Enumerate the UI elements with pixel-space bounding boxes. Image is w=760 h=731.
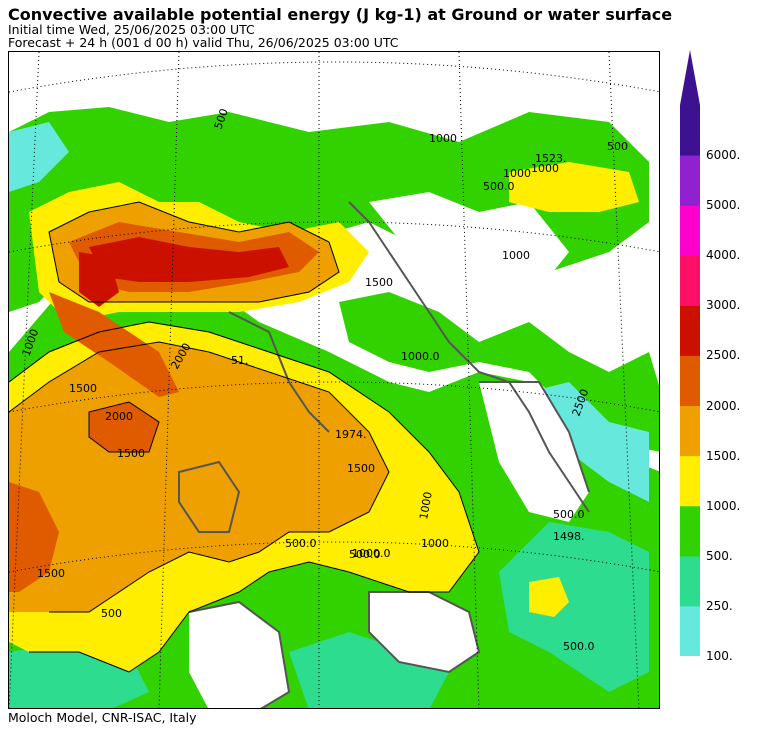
contour-label: 1500 <box>347 462 375 475</box>
contour-label: 1000 <box>421 537 449 550</box>
contours <box>9 201 480 673</box>
graticule <box>9 52 659 708</box>
land-southwest-white <box>189 602 289 708</box>
contour-label: 500 <box>607 140 628 153</box>
colorbar-label: 3000. <box>706 298 741 313</box>
contour-label: 1500 <box>117 447 145 460</box>
colorbar-canvas <box>680 50 700 657</box>
model-credit: Moloch Model, CNR-ISAC, Italy <box>8 710 197 725</box>
land-south-white <box>369 592 479 672</box>
colorbar-label: 1000. <box>706 498 741 513</box>
contour-label: 1000 <box>503 167 531 180</box>
field-red-north <box>89 237 289 282</box>
land-balkan-white <box>369 192 569 322</box>
field-cyan-northwest <box>9 122 69 192</box>
colorbar-swatch <box>680 455 700 507</box>
colorbar-swatch <box>680 555 700 607</box>
contour-label: 1498. <box>553 530 585 543</box>
contour-label: 1500 <box>69 382 97 395</box>
field-yellow-northeast <box>509 162 639 212</box>
field-teal-south-center <box>289 632 449 708</box>
contour-label: 500.0 <box>349 548 381 561</box>
colorbar-label: 4000. <box>706 248 741 263</box>
colorbar-label: 1500. <box>706 448 741 463</box>
contour-label: 1000 <box>417 491 435 521</box>
map-canvas: 1000 1500 2000 1500 1500 500 500.0 1974.… <box>9 52 659 708</box>
colorbar <box>680 50 700 657</box>
field-darkorange-streak <box>49 292 179 397</box>
colorbar-swatch <box>680 505 700 557</box>
contour-label: 1000 <box>429 132 457 145</box>
contour-label: 500.0 <box>553 508 585 521</box>
colorbar-swatch <box>680 155 700 206</box>
field-darkorange-west <box>9 482 59 592</box>
field-darkorange-center <box>89 402 159 452</box>
forecast-line: Forecast + 24 h (001 d 00 h) valid Thu, … <box>8 35 399 50</box>
contour-label: 500.0 <box>483 180 515 193</box>
contour-label: 500.0 <box>285 537 317 550</box>
contour-label: 2000 <box>105 410 133 423</box>
contour-label: 1500 <box>365 276 393 289</box>
contour-label: 1000.0 <box>401 350 440 363</box>
contour-label: 500.0 <box>563 640 595 653</box>
colorbar-swatch <box>680 205 700 256</box>
contour-label: 1000 <box>502 249 530 262</box>
colorbar-swatch <box>680 305 700 356</box>
contour-label: 51. <box>231 354 249 367</box>
initial-time-line: Initial time Wed, 25/06/2025 03:00 UTC <box>8 22 255 37</box>
colorbar-label: 5000. <box>706 198 741 213</box>
field-cyan-east-strip <box>529 382 649 502</box>
colorbar-arrow <box>680 50 700 105</box>
colorbar-swatch <box>680 605 700 657</box>
contour-label: 1974. <box>335 428 367 441</box>
contour-label: 1500 <box>37 567 65 580</box>
cape-map: 1000 1500 2000 1500 1500 500 500.0 1974.… <box>8 51 660 709</box>
contour-label: 1000.0 <box>352 547 391 560</box>
colorbar-label: 2000. <box>706 398 741 413</box>
colorbar-swatch <box>680 405 700 457</box>
land-east-white <box>479 382 589 522</box>
colorbar-swatch <box>680 255 700 306</box>
colorbar-label: 2500. <box>706 348 741 363</box>
colorbar-label: 500. <box>706 548 733 563</box>
colorbar-swatch <box>680 105 700 156</box>
colorbar-label: 250. <box>706 598 733 613</box>
contour-label: 1000 <box>531 162 559 175</box>
field-teal-southeast <box>499 522 649 692</box>
colorbar-label: 6000. <box>706 148 741 163</box>
field-red-northwest <box>79 252 119 307</box>
chart-title: Convective available potential energy (J… <box>8 5 673 24</box>
field-yellow-southeast-blob <box>529 577 569 617</box>
coastlines <box>178 201 590 708</box>
colorbar-swatch <box>680 355 700 407</box>
colorbar-label: 100. <box>706 649 733 663</box>
contour-label: 500 <box>101 607 122 620</box>
contour-label: 1523. <box>535 152 567 165</box>
